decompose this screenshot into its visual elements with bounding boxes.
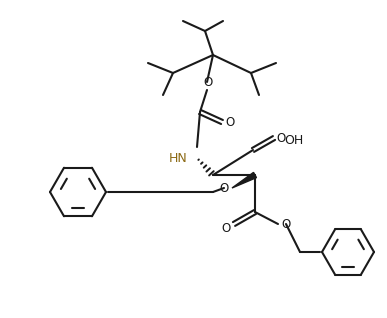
Text: O: O [225,115,235,128]
Text: O: O [221,222,231,234]
Text: O: O [219,182,229,195]
Text: O: O [276,132,286,144]
Text: O: O [281,218,291,231]
Text: O: O [204,75,212,88]
Polygon shape [232,172,257,188]
Text: HN: HN [168,151,187,164]
Text: OH: OH [284,134,303,147]
